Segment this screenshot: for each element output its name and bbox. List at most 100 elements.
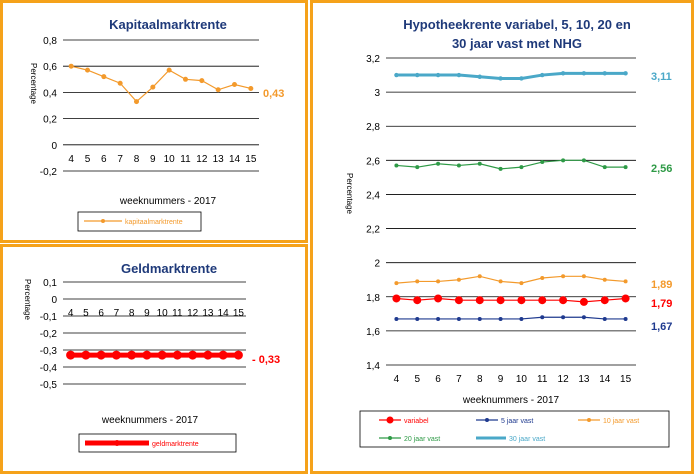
data-point (394, 316, 399, 321)
legend-box (77, 211, 202, 232)
data-point (456, 163, 461, 168)
data-point (68, 63, 74, 69)
data-point (540, 160, 545, 165)
data-point (561, 315, 566, 320)
data-point (540, 315, 545, 320)
data-point (166, 67, 172, 73)
legend-swatch-marker (388, 436, 392, 440)
y-axis-label: Percentage (23, 279, 32, 320)
legend-label: 10 jaar vast (603, 418, 639, 425)
x-tick-label: 5 (85, 154, 91, 165)
data-point (127, 350, 137, 360)
data-point (581, 158, 586, 163)
data-point (498, 316, 503, 321)
x-tick-label: 12 (187, 308, 199, 319)
data-point (540, 72, 545, 78)
data-point (117, 80, 123, 86)
data-point (477, 74, 482, 79)
series-end-label: 0,43 (263, 88, 284, 100)
data-point (415, 316, 420, 321)
legend-swatch-marker (114, 440, 120, 446)
data-point (559, 296, 568, 305)
y-tick-label: 0,1 (43, 278, 57, 289)
x-tick-label: 10 (516, 374, 528, 385)
data-point (477, 316, 482, 321)
x-tick-label: 4 (68, 308, 74, 319)
legend-box (359, 410, 670, 448)
x-tick-label: 7 (117, 154, 123, 165)
legend-swatch-marker (101, 219, 105, 223)
x-tick-label: 4 (68, 154, 74, 165)
legend-swatch-marker (386, 416, 394, 424)
y-tick-label: 0,6 (43, 62, 57, 73)
data-point (233, 350, 243, 360)
data-point (561, 274, 566, 279)
x-tick-label: 8 (134, 154, 140, 165)
y-tick-label: -0,1 (40, 312, 58, 323)
legend-label: 30 jaar vast (509, 436, 545, 443)
x-tick-label: 10 (164, 154, 176, 165)
data-point (581, 274, 586, 279)
y-tick-label: 1,6 (366, 327, 380, 338)
data-point (248, 85, 254, 91)
data-point (415, 279, 420, 284)
y-tick-label: 0 (51, 295, 57, 306)
data-point (215, 87, 221, 93)
data-point (96, 350, 106, 360)
x-tick-label: 7 (114, 308, 120, 319)
series-end-label: 1,67 (651, 321, 672, 333)
data-point (498, 279, 503, 284)
y-tick-label: 2 (374, 259, 380, 270)
legend-label: geldmarktrente (152, 441, 199, 448)
y-tick-label: 0,4 (43, 88, 57, 99)
legend-label: variabel (404, 418, 429, 425)
data-point (498, 166, 503, 171)
series-line-10-jaar-vast (396, 275, 626, 284)
data-point (413, 296, 422, 305)
x-tick-label: 11 (180, 154, 191, 165)
legend-label: 5 jaar vast (501, 418, 533, 425)
x-tick-label: 12 (558, 374, 570, 385)
data-point (623, 165, 628, 170)
data-point (517, 296, 526, 305)
data-point (85, 67, 90, 73)
data-point (203, 350, 213, 360)
data-point (581, 71, 587, 76)
data-point (456, 316, 461, 321)
data-point (540, 276, 545, 281)
data-point (434, 294, 443, 303)
y-tick-label: 0,2 (43, 115, 57, 126)
data-point (519, 76, 524, 81)
x-tick-label: 15 (245, 154, 257, 165)
data-point (623, 71, 628, 76)
x-tick-label: 11 (172, 308, 183, 319)
x-tick-label: 11 (537, 374, 548, 385)
data-point (415, 72, 420, 78)
x-tick-label: 15 (620, 374, 632, 385)
x-axis-title: weeknummers - 2017 (101, 415, 199, 426)
y-tick-label: -0,2 (40, 167, 58, 178)
legend-box (78, 433, 237, 453)
x-tick-label: 13 (202, 308, 214, 319)
data-point (496, 296, 505, 305)
data-point (172, 350, 182, 360)
series-end-label: - 0,33 (252, 354, 280, 366)
series-line-30-jaar-vast (396, 71, 626, 80)
x-tick-label: 9 (144, 308, 150, 319)
data-point (394, 281, 399, 286)
legend-label: 20 jaar vast (404, 436, 440, 443)
data-point (218, 350, 228, 360)
data-point (436, 161, 441, 166)
x-tick-label: 13 (578, 374, 590, 385)
data-point (456, 277, 461, 282)
chart-title-line: 30 jaar vast met NHG (452, 36, 582, 51)
x-tick-label: 13 (213, 154, 225, 165)
data-point (602, 71, 607, 76)
x-axis-title: weeknummers - 2017 (462, 395, 560, 406)
data-point (415, 165, 420, 170)
series-line-kapitaalmarktrente (71, 65, 251, 103)
series-end-label: 2,56 (651, 163, 672, 175)
y-tick-label: -0,3 (40, 346, 58, 357)
geldmarkt-panel: Geldmarktrente 0,1 0 -0,1 -0,2 -0,3 -0,4 -0,5 4 5… (0, 244, 308, 474)
data-point (66, 350, 76, 360)
